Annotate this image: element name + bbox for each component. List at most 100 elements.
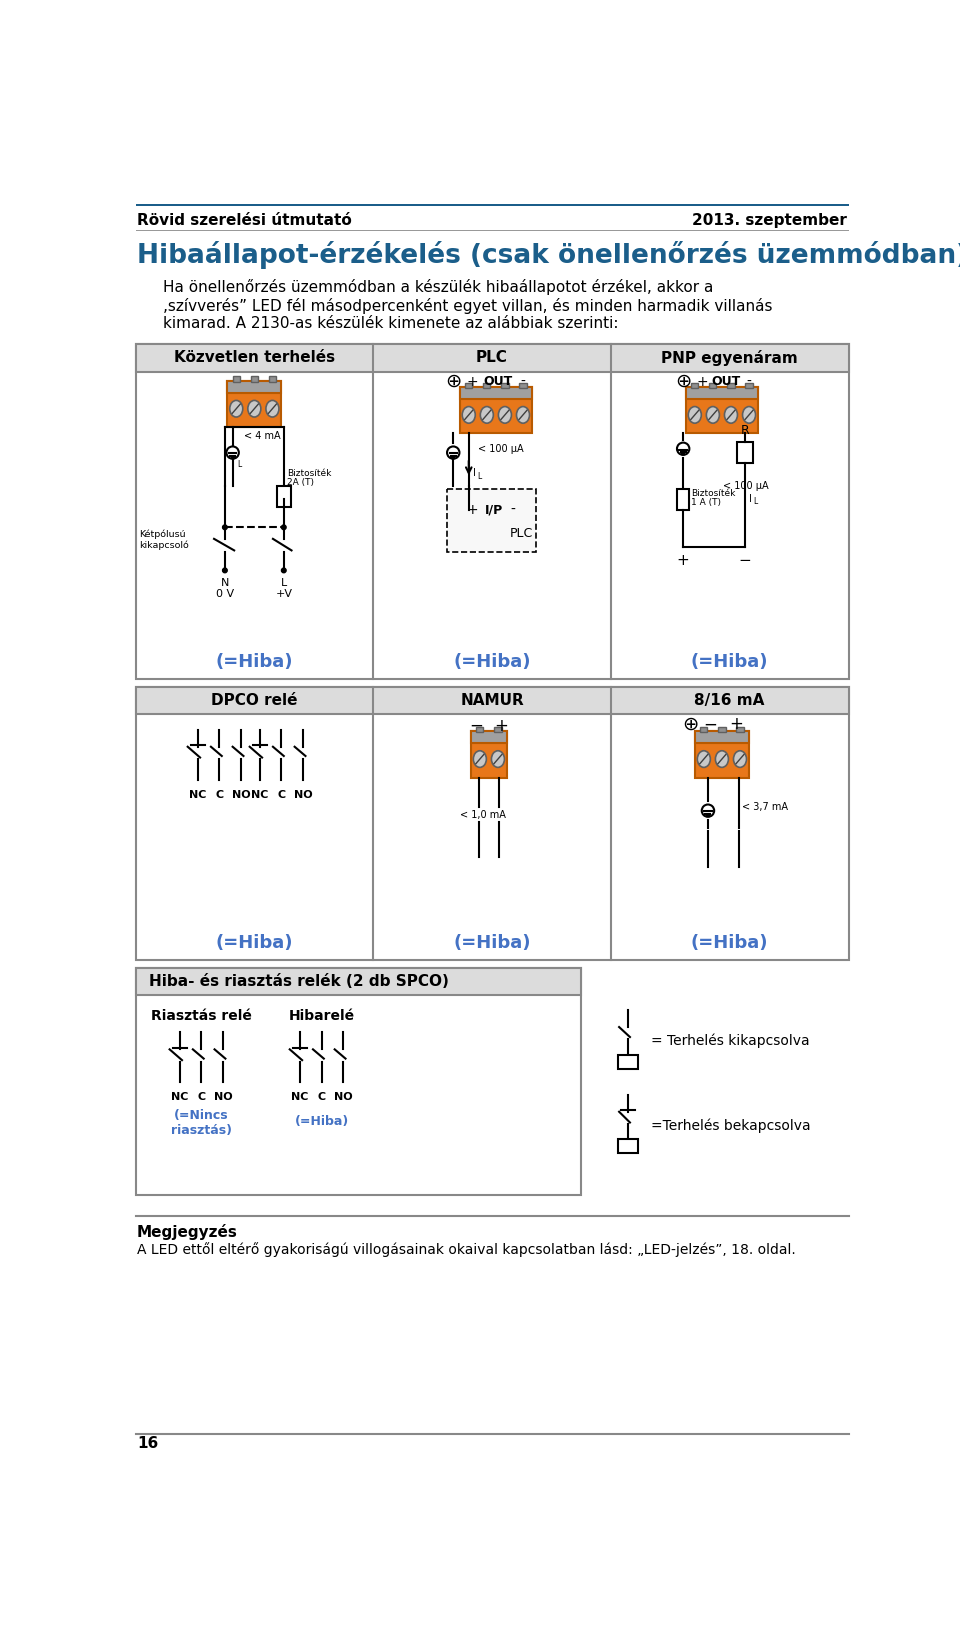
Bar	[483, 383, 491, 387]
Text: I: I	[231, 456, 234, 466]
Text: C: C	[215, 790, 224, 800]
Ellipse shape	[248, 401, 261, 417]
Ellipse shape	[516, 407, 530, 423]
Text: +: +	[467, 374, 478, 389]
Circle shape	[227, 446, 239, 459]
Bar	[728, 383, 734, 387]
Bar	[228, 381, 281, 427]
Ellipse shape	[463, 407, 475, 423]
Text: 0 V: 0 V	[216, 589, 234, 598]
Text: (=Hiba): (=Hiba)	[691, 934, 768, 952]
Circle shape	[281, 525, 286, 530]
Ellipse shape	[742, 407, 756, 423]
Bar	[695, 731, 749, 742]
Text: PNP egyenáram: PNP egyenáram	[661, 350, 798, 366]
Circle shape	[281, 567, 286, 572]
Bar	[677, 489, 689, 510]
Text: -: -	[520, 374, 525, 389]
Bar	[135, 687, 849, 714]
Bar	[135, 687, 849, 960]
Text: NC: NC	[291, 1092, 308, 1102]
Text: Ha önellenőrzés üzemmódban a készülék hibaállapotot érzékel, akkor a
‚szívverés”: Ha önellenőrzés üzemmódban a készülék hi…	[162, 280, 772, 332]
Bar	[466, 383, 472, 387]
Text: R: R	[741, 423, 750, 437]
Bar	[228, 381, 281, 392]
Text: Kétpólusú
kikapcsoló: Kétpólusú kikapcsoló	[139, 530, 189, 549]
Circle shape	[447, 446, 460, 459]
Ellipse shape	[473, 750, 487, 767]
Text: (=Hiba): (=Hiba)	[453, 934, 531, 952]
Text: = Terhelés kikapcsolva: = Terhelés kikapcsolva	[651, 1033, 809, 1048]
Text: NO: NO	[294, 790, 312, 800]
Bar	[135, 343, 849, 371]
Text: NC: NC	[189, 790, 206, 800]
Bar	[135, 968, 581, 996]
Text: −: −	[739, 553, 752, 567]
Bar	[494, 726, 501, 732]
Bar	[736, 726, 744, 732]
Text: N: N	[221, 579, 229, 589]
Text: -: -	[747, 374, 752, 389]
Text: Hiba- és riasztás relék (2 db SPCO): Hiba- és riasztás relék (2 db SPCO)	[150, 974, 449, 989]
Text: (=Hiba): (=Hiba)	[691, 652, 768, 670]
Ellipse shape	[480, 407, 493, 423]
Text: Biztosíték: Biztosíték	[691, 489, 735, 499]
Bar	[691, 383, 699, 387]
Text: ⊕: ⊕	[683, 714, 699, 734]
Ellipse shape	[697, 750, 710, 767]
Text: (=Hiba): (=Hiba)	[453, 652, 531, 670]
Text: Megjegyzés: Megjegyzés	[137, 1225, 238, 1241]
Text: 2A (T): 2A (T)	[287, 477, 314, 487]
Bar	[232, 376, 240, 383]
Text: < 100 μA: < 100 μA	[724, 481, 769, 490]
Bar	[685, 387, 758, 399]
Bar	[251, 376, 258, 383]
Text: NAMUR: NAMUR	[460, 693, 524, 708]
Text: < 3,7 mA: < 3,7 mA	[742, 801, 788, 813]
Text: (=Hiba): (=Hiba)	[216, 652, 293, 670]
Bar	[709, 383, 716, 387]
Circle shape	[223, 525, 228, 530]
Text: < 4 mA: < 4 mA	[244, 430, 281, 441]
Ellipse shape	[725, 407, 737, 423]
Text: OUT: OUT	[711, 376, 740, 387]
Text: 1 A (T): 1 A (T)	[691, 499, 721, 507]
Ellipse shape	[492, 750, 504, 767]
Text: +: +	[467, 502, 478, 517]
Text: C: C	[198, 1092, 205, 1102]
Ellipse shape	[707, 407, 719, 423]
Bar	[460, 387, 532, 399]
Text: NC: NC	[252, 790, 269, 800]
Ellipse shape	[733, 750, 747, 767]
Text: DPCO relé: DPCO relé	[211, 693, 298, 708]
Text: < 100 μA: < 100 μA	[478, 443, 523, 455]
Text: I/P: I/P	[485, 504, 503, 517]
Text: -: -	[511, 502, 516, 517]
Bar	[447, 489, 537, 553]
Text: +: +	[697, 374, 708, 389]
Text: Hibaállapot-érzékelés (csak önellenőrzés üzemmódban): Hibaállapot-érzékelés (csak önellenőrzés…	[137, 240, 960, 268]
Bar	[501, 383, 509, 387]
Text: −: −	[469, 718, 484, 736]
Text: Riasztás relé: Riasztás relé	[151, 1009, 252, 1024]
Text: OUT: OUT	[484, 376, 513, 387]
Text: 8/16 mA: 8/16 mA	[694, 693, 765, 708]
Text: L: L	[237, 459, 242, 469]
Text: (=Hiba): (=Hiba)	[216, 934, 293, 952]
Bar	[476, 726, 484, 732]
Text: NC: NC	[171, 1092, 188, 1102]
Text: < 1,0 mA: < 1,0 mA	[460, 809, 506, 819]
Bar	[617, 1055, 637, 1069]
Bar	[695, 731, 749, 778]
Text: =Terhelés bekapcsolva: =Terhelés bekapcsolva	[651, 1118, 810, 1133]
Bar	[135, 204, 849, 206]
Text: Hibarelé: Hibarelé	[288, 1009, 354, 1024]
Text: 2013. szeptember: 2013. szeptember	[692, 213, 847, 229]
Text: I: I	[473, 468, 476, 479]
Ellipse shape	[498, 407, 512, 423]
Text: NO: NO	[334, 1092, 352, 1102]
Text: A LED ettől eltérő gyakoriságú villogásainak okaival kapcsolatban lásd: „LED-jel: A LED ettől eltérő gyakoriságú villogása…	[137, 1243, 796, 1257]
Text: ⊕: ⊕	[445, 371, 462, 391]
Bar	[745, 383, 753, 387]
Text: ⊕: ⊕	[675, 371, 691, 391]
